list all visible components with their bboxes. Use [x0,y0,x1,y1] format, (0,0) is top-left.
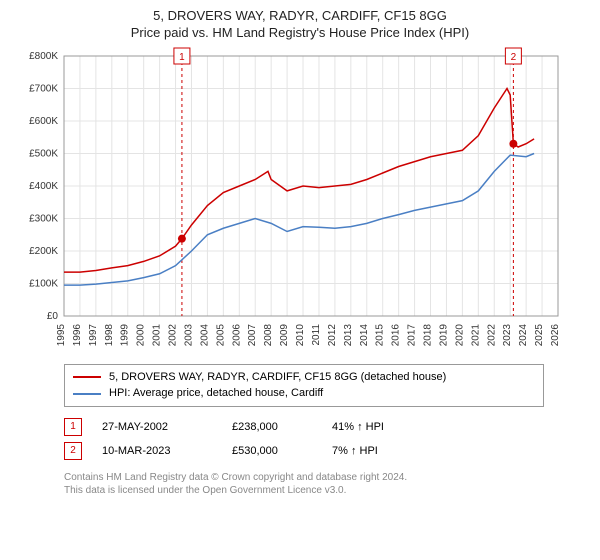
svg-text:2004: 2004 [199,323,210,346]
svg-text:£700K: £700K [29,83,58,94]
svg-text:£0: £0 [47,311,59,322]
svg-text:2000: 2000 [136,323,147,346]
svg-text:2005: 2005 [215,323,226,346]
marker-date: 10-MAR-2023 [102,439,232,463]
svg-text:2015: 2015 [375,323,386,346]
svg-text:2020: 2020 [454,323,465,346]
marker-row: 1 27-MAY-2002 £238,000 41% ↑ HPI [64,415,544,439]
svg-text:2001: 2001 [152,323,163,346]
marker-price: £238,000 [232,415,332,439]
svg-text:2018: 2018 [423,323,434,346]
footer-line: Contains HM Land Registry data © Crown c… [64,471,544,484]
svg-text:£300K: £300K [29,213,58,224]
svg-text:1: 1 [179,52,185,63]
svg-text:2008: 2008 [263,323,274,346]
svg-text:2013: 2013 [343,323,354,346]
svg-text:2016: 2016 [391,323,402,346]
svg-text:2019: 2019 [438,323,449,346]
svg-text:£800K: £800K [29,51,58,62]
marker-price: £530,000 [232,439,332,463]
legend-swatch [73,393,101,395]
marker-row: 2 10-MAR-2023 £530,000 7% ↑ HPI [64,439,544,463]
marker-badge: 1 [64,418,82,436]
svg-text:£500K: £500K [29,148,58,159]
chart-container: 5, DROVERS WAY, RADYR, CARDIFF, CF15 8GG… [0,0,600,560]
svg-text:2025: 2025 [534,323,545,346]
svg-text:2009: 2009 [279,323,290,346]
marker-table: 1 27-MAY-2002 £238,000 41% ↑ HPI 2 10-MA… [64,415,544,463]
chart-title: 5, DROVERS WAY, RADYR, CARDIFF, CF15 8GG [20,8,580,25]
svg-text:£400K: £400K [29,181,58,192]
svg-text:2: 2 [511,52,517,63]
svg-text:2002: 2002 [168,323,179,346]
svg-text:2026: 2026 [550,323,561,346]
svg-text:1999: 1999 [120,323,131,346]
marker-date: 27-MAY-2002 [102,415,232,439]
footer: Contains HM Land Registry data © Crown c… [64,471,544,497]
svg-text:1998: 1998 [104,323,115,346]
svg-text:2022: 2022 [486,323,497,346]
svg-text:1997: 1997 [88,323,99,346]
footer-line: This data is licensed under the Open Gov… [64,484,544,497]
chart-subtitle: Price paid vs. HM Land Registry's House … [20,25,580,42]
marker-pct: 41% ↑ HPI [332,415,452,439]
svg-text:£600K: £600K [29,116,58,127]
svg-text:£100K: £100K [29,278,58,289]
svg-text:2012: 2012 [327,323,338,346]
svg-text:2011: 2011 [311,323,322,345]
chart-plot: £0 £100K £200K £300K £400K £500K £600K £700K £80… [20,46,560,356]
svg-text:2003: 2003 [183,323,194,346]
svg-text:1995: 1995 [56,323,67,346]
legend-label: HPI: Average price, detached house, Card… [109,385,323,402]
svg-text:2023: 2023 [502,323,513,346]
svg-text:2010: 2010 [295,323,306,346]
svg-text:2017: 2017 [407,323,418,346]
svg-text:£200K: £200K [29,246,58,257]
marker-badge: 2 [64,442,82,460]
svg-text:2007: 2007 [247,323,258,346]
svg-text:2006: 2006 [231,323,242,346]
marker-pct: 7% ↑ HPI [332,439,452,463]
legend-item: HPI: Average price, detached house, Card… [73,385,535,402]
chart-svg: £0 £100K £200K £300K £400K £500K £600K £700K £80… [20,46,580,386]
svg-text:2014: 2014 [359,323,370,346]
svg-text:1996: 1996 [72,323,83,346]
svg-text:2021: 2021 [470,323,481,346]
svg-text:2024: 2024 [518,323,529,346]
